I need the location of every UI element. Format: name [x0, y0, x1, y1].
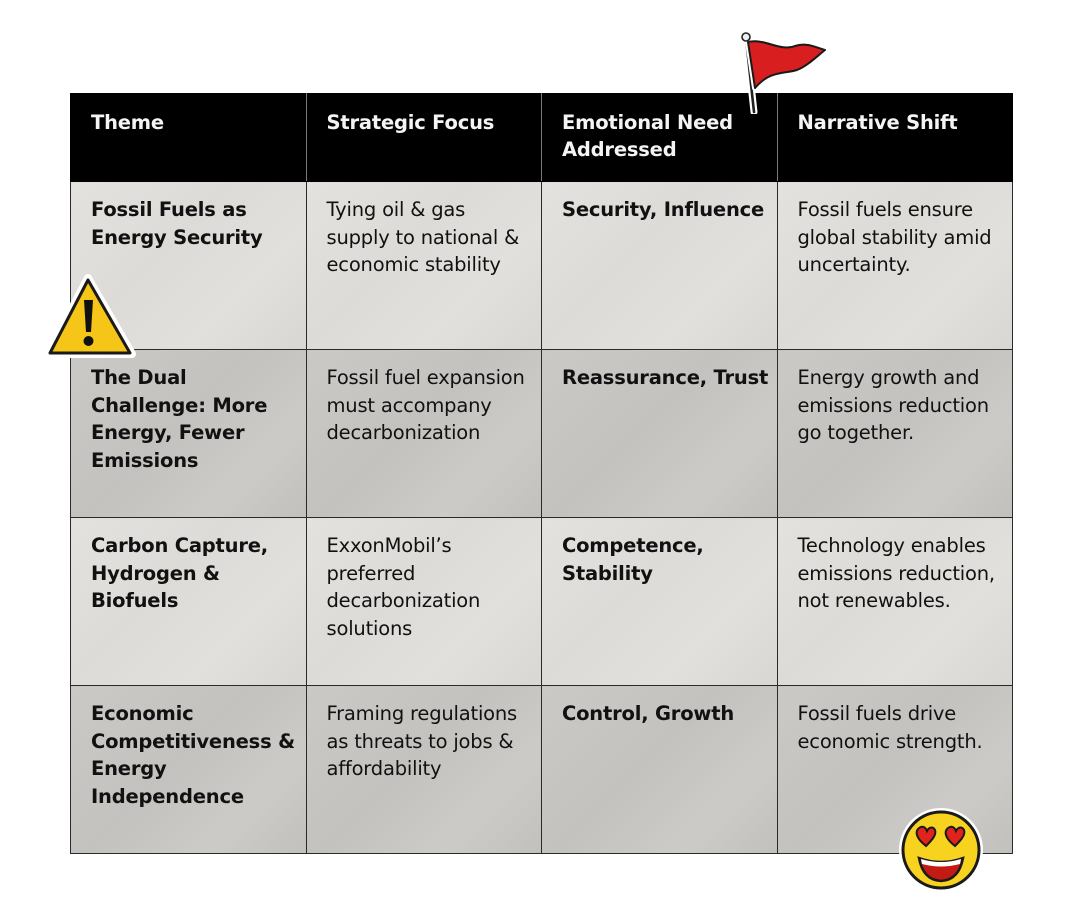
table-row: Fossil Fuels as Energy Security Tying oi…	[70, 181, 1013, 350]
table-row: Economic Competitiveness & Energy Indepe…	[70, 685, 1013, 854]
cell-strategic-focus: Fossil fuel expansion must accompany dec…	[305, 349, 542, 518]
red-flag-icon	[741, 32, 828, 114]
warning-triangle-icon	[44, 274, 136, 358]
cell-theme: Economic Competitiveness & Energy Indepe…	[70, 685, 307, 854]
themes-table-container: Theme Strategic Focus Emotional Need Add…	[70, 93, 1013, 854]
header-strategic-focus: Strategic Focus	[305, 93, 542, 182]
header-row: Theme Strategic Focus Emotional Need Add…	[70, 93, 1013, 182]
cell-strategic-focus: Framing regulations as threats to jobs &…	[305, 685, 542, 854]
table-header: Theme Strategic Focus Emotional Need Add…	[70, 93, 1013, 182]
cell-theme: Carbon Capture, Hydrogen & Biofuels	[70, 517, 307, 686]
heart-eyes-emoji-icon	[899, 808, 983, 892]
header-theme: Theme	[70, 93, 307, 182]
table-row: The Dual Challenge: More Energy, Fewer E…	[70, 349, 1013, 518]
table-body: Fossil Fuels as Energy Security Tying oi…	[70, 181, 1013, 854]
cell-emotional-need: Security, Influence	[541, 181, 778, 350]
cell-emotional-need: Reassurance, Trust	[541, 349, 778, 518]
cell-emotional-need: Competence, Stability	[541, 517, 778, 686]
cell-strategic-focus: Tying oil & gas supply to national & eco…	[305, 181, 542, 350]
cell-narrative-shift: Fossil fuels drive economic strength.	[776, 685, 1013, 854]
cell-narrative-shift: Energy growth and emissions reduction go…	[776, 349, 1013, 518]
cell-narrative-shift: Fossil fuels ensure global stability ami…	[776, 181, 1013, 350]
cell-emotional-need: Control, Growth	[541, 685, 778, 854]
themes-table: Theme Strategic Focus Emotional Need Add…	[70, 93, 1013, 854]
cell-strategic-focus: ExxonMobil’s preferred decarbonization s…	[305, 517, 542, 686]
table-row: Carbon Capture, Hydrogen & Biofuels Exxo…	[70, 517, 1013, 686]
cell-narrative-shift: Technology enables emissions reduction, …	[776, 517, 1013, 686]
header-emotional-need: Emotional Need Addressed	[541, 93, 778, 182]
cell-theme: The Dual Challenge: More Energy, Fewer E…	[70, 349, 307, 518]
header-narrative-shift: Narrative Shift	[776, 93, 1013, 182]
